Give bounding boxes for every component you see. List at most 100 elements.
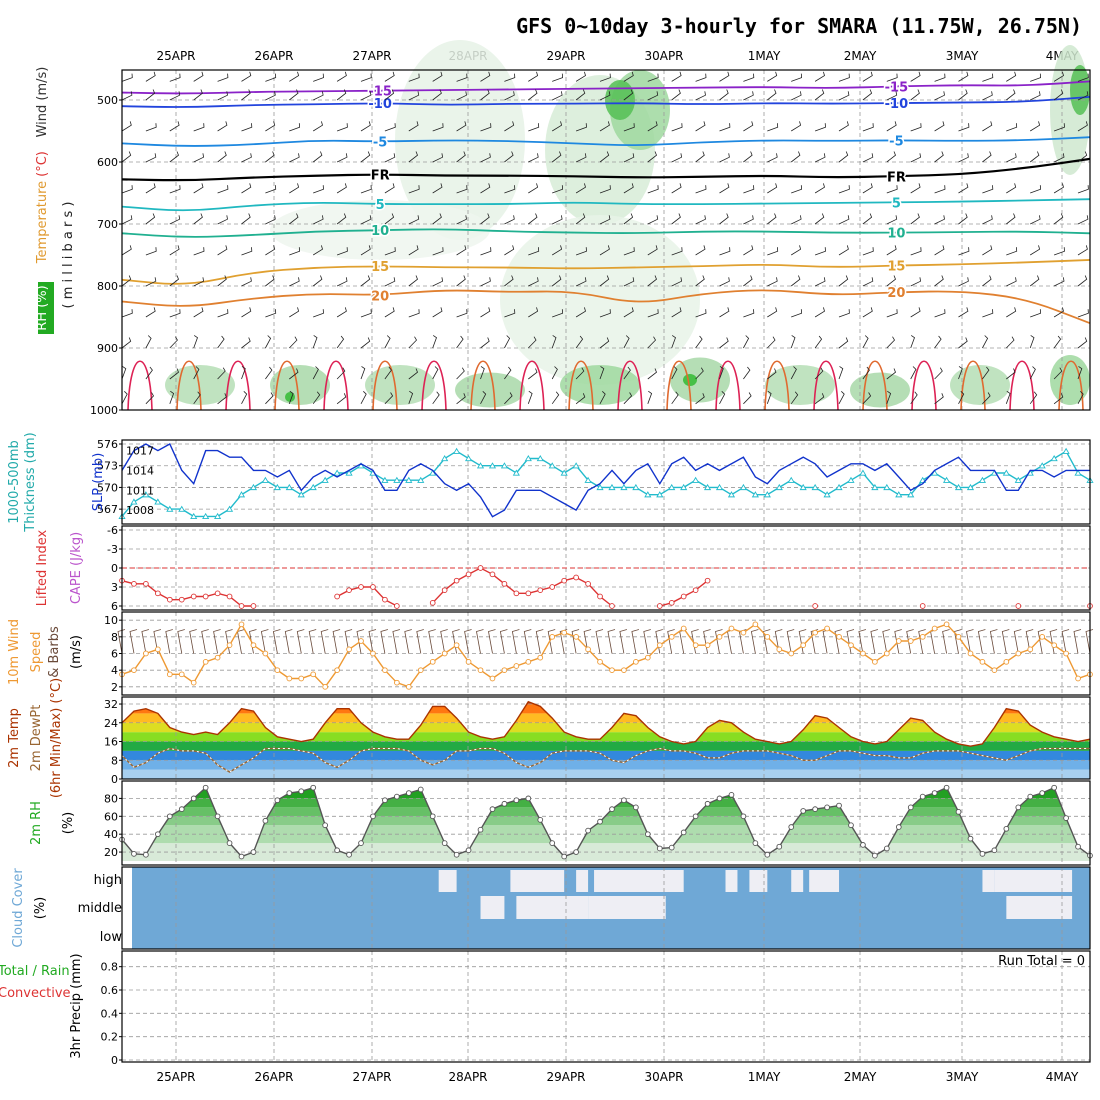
rh-series-point — [382, 797, 388, 804]
lifted-index-series-point — [704, 577, 711, 584]
precip-tick-label: 0 — [111, 1054, 118, 1067]
wind-barb — [504, 309, 516, 318]
thickness-series-point — [680, 483, 688, 491]
wind-barb — [265, 309, 277, 318]
wind-barb — [886, 275, 896, 287]
wind-speed-series-point — [394, 679, 400, 686]
wind-speed-series-point — [764, 633, 771, 640]
wind-speed-series-point — [573, 633, 579, 640]
surface-wind-barb — [1001, 629, 1010, 654]
wind-speed-series-point — [872, 658, 878, 665]
thickness-series-point — [345, 469, 353, 476]
wind-barb — [241, 213, 251, 225]
rh-series-point — [429, 813, 436, 820]
wind-barb — [623, 247, 635, 256]
wind-barb — [384, 366, 392, 380]
rh-series-point — [131, 850, 137, 857]
wind-barb — [408, 245, 419, 256]
wind-barb — [1053, 153, 1065, 163]
surface-wind-barb — [667, 629, 675, 654]
thickness-series-point — [166, 505, 174, 512]
wind-barb — [480, 277, 491, 287]
wind-barb — [982, 121, 993, 132]
wind-barb — [838, 215, 850, 225]
wind-barb — [312, 245, 323, 256]
surface-wind-barb — [165, 629, 173, 654]
wind-barb — [1053, 89, 1064, 101]
thickness-series-point — [823, 491, 831, 498]
rh-series-point — [405, 790, 412, 796]
wind-barb — [838, 185, 850, 194]
wind-barb — [432, 213, 442, 225]
surface-wind-barb — [679, 629, 687, 654]
wind-barb — [814, 247, 826, 256]
wind-barb — [647, 275, 657, 287]
pressure-tick-label: 900 — [97, 342, 118, 355]
thickness-series-point — [632, 483, 640, 491]
wind-barb — [862, 123, 874, 132]
thickness-series-point — [249, 483, 258, 491]
wind-barb — [647, 245, 658, 256]
wind-barb — [121, 275, 132, 287]
wind-barb — [145, 89, 156, 101]
wind-barb — [217, 215, 228, 225]
rh-series-point — [991, 847, 998, 854]
wind-barb — [814, 153, 826, 163]
wind-speed-series-point — [549, 633, 556, 640]
wind-barb — [1077, 185, 1089, 194]
rh-series-point — [883, 845, 890, 852]
wind-barb — [1029, 335, 1035, 349]
wind-barb — [432, 277, 444, 287]
wind-speed-series-point — [202, 658, 209, 665]
temperature-band — [122, 769, 1090, 779]
surface-wind-barb — [822, 629, 831, 654]
wind-barb — [312, 275, 323, 287]
thickness-series-point — [417, 476, 425, 483]
date-label-bottom: 3MAY — [946, 1070, 979, 1084]
surface-wind-barb — [906, 629, 914, 654]
wind-barb — [719, 277, 730, 287]
wind-speed-series-point — [1015, 650, 1022, 657]
wind-barb — [910, 183, 921, 194]
lifted-index-series-point — [668, 599, 675, 606]
lifted-index-series-point — [190, 593, 197, 600]
wind-speed-series — [121, 622, 1091, 688]
wind-barb — [695, 275, 705, 287]
wind-barb — [814, 335, 823, 349]
surface-wind-barb — [177, 629, 185, 654]
wind-barb — [193, 277, 205, 287]
wind-speed-series-point — [274, 667, 281, 674]
wind-speed-series-point — [919, 633, 926, 640]
wind-barb — [145, 277, 157, 287]
wind-speed-series-point — [238, 621, 245, 628]
wind-barb — [289, 183, 300, 194]
isotherm-line — [121, 96, 1091, 108]
low-level-isotherm — [519, 360, 545, 411]
isotherm-label: -5 — [373, 136, 387, 151]
wind-barb — [408, 215, 420, 225]
isotherm-label: -10 — [885, 97, 909, 112]
isotherm-label: 10 — [887, 227, 905, 242]
wind-barb — [910, 335, 915, 349]
rh-series-point — [692, 813, 699, 820]
thickness-series-point — [225, 505, 234, 512]
wind-barb — [647, 185, 659, 194]
thickness-series-point — [321, 476, 329, 483]
wind-barb — [384, 247, 396, 256]
wind-barb — [719, 307, 730, 318]
lifted-index-tick-label: -3 — [107, 543, 118, 556]
wind-barb — [217, 121, 228, 132]
surface-wind-barb — [476, 629, 484, 654]
wind-speed-series-point — [226, 642, 233, 649]
wind-barb — [312, 121, 323, 132]
wind-barb — [384, 392, 394, 405]
wind-barb — [623, 153, 635, 163]
surface-wind-barb — [332, 629, 341, 654]
rh-series-point — [812, 806, 818, 812]
rh-series-point — [513, 797, 520, 804]
date-label-top: 2MAY — [844, 49, 877, 63]
wind-barb — [1053, 183, 1064, 194]
wind-barb — [217, 73, 229, 82]
thickness-series-point — [703, 483, 712, 491]
rh-series-point — [788, 824, 795, 830]
